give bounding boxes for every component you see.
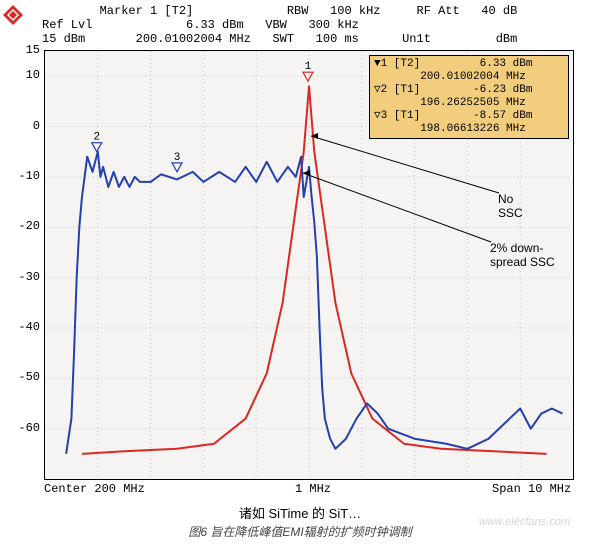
xaxis-mid: 1 MHz xyxy=(295,482,331,496)
xaxis-right: Span 10 MHz xyxy=(492,482,571,496)
svg-text:2: 2 xyxy=(93,132,100,144)
swt: SWT 100 ms xyxy=(272,32,358,46)
y-tick: 15 xyxy=(14,43,40,57)
rfatt: RF Att 40 dB xyxy=(417,4,518,18)
y-tick: 0 xyxy=(14,119,40,133)
y-tick: -60 xyxy=(14,421,40,435)
unit: Un1t dBm xyxy=(402,32,517,46)
vbw: VBW 300 kHz xyxy=(265,18,359,32)
ref-lbl: Ref Lvl xyxy=(42,18,92,32)
annotation-no-ssc: NoSSC xyxy=(498,192,523,220)
y-tick: -20 xyxy=(14,219,40,233)
watermark: www.elecfans.com xyxy=(479,516,570,528)
mk-val: 6.33 dBm xyxy=(186,18,244,32)
y-tick: -10 xyxy=(14,169,40,183)
mk-freq: 200.01002004 MHz xyxy=(136,32,251,46)
marker-hdr: Marker 1 [T2] xyxy=(100,4,194,18)
y-tick: -30 xyxy=(14,270,40,284)
svg-text:1: 1 xyxy=(305,61,312,73)
ref-val: 15 dBm xyxy=(42,32,85,46)
instrument-header: Marker 1 [T2] RBW 100 kHz RF Att 40 dB R… xyxy=(8,4,592,48)
y-tick: 10 xyxy=(14,68,40,82)
y-tick: -40 xyxy=(14,320,40,334)
xaxis-left: Center 200 MHz xyxy=(44,482,145,496)
svg-text:3: 3 xyxy=(174,152,181,164)
rbw: RBW 100 kHz xyxy=(287,4,381,18)
annotation-ssc2: 2% down-spread SSC xyxy=(490,241,555,269)
marker-readout-box: ▼1 [T2] 6.33 dBm 200.01002004 MHz ▽2 [T1… xyxy=(369,55,569,139)
y-tick: -50 xyxy=(14,370,40,384)
